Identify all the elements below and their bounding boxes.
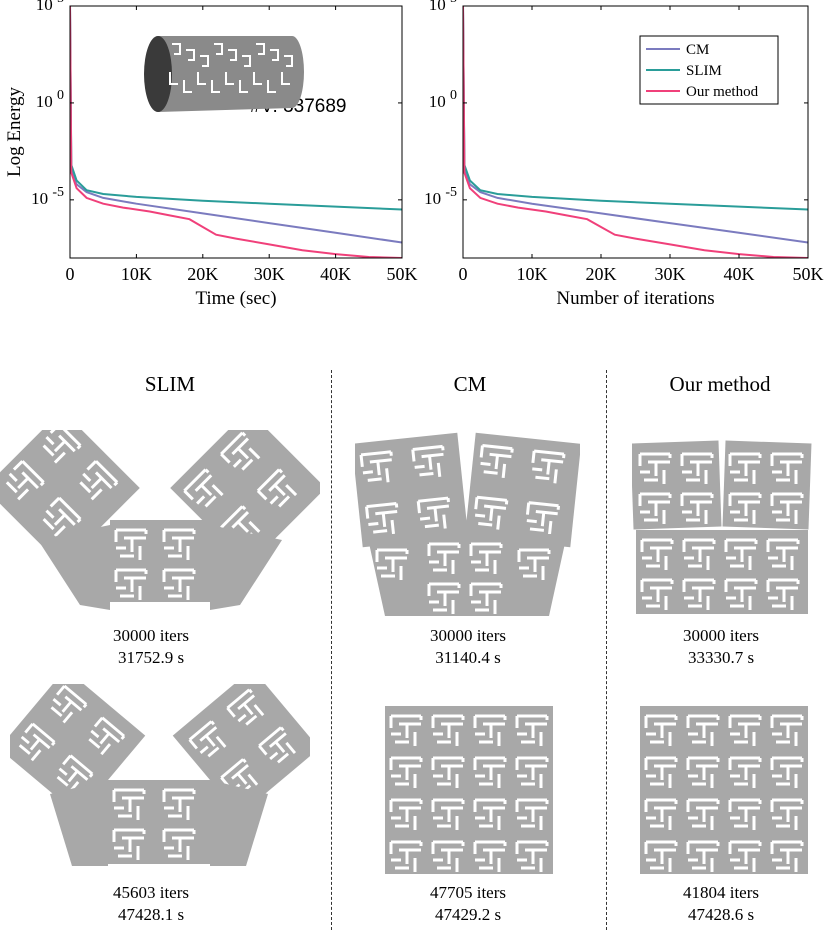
series-line-slim bbox=[70, 6, 402, 211]
caption-our-method-row2: 41804 iters 47428.6 s bbox=[621, 882, 821, 926]
elapsed-time: 47428.1 s bbox=[117, 905, 185, 924]
chart-1: 0 10K 20K 30K 40K 50K 10 5 10 0 10 -5 Time (sec) L… bbox=[4, 0, 418, 309]
mesh-our-method-30000 bbox=[632, 440, 812, 614]
iteration-count: 45603 iters bbox=[112, 883, 190, 902]
column-title-slim: SLIM bbox=[144, 372, 196, 396]
x-tick-label: 40K bbox=[724, 264, 755, 284]
caption-cm-row1: 30000 iters 31140.4 s bbox=[368, 625, 568, 669]
chart-2: 0 10K 20K 30K 40K 50K 10 5 10 0 10 -5 Number of i… bbox=[424, 0, 823, 309]
x-tick-label: 30K bbox=[254, 264, 285, 284]
x-tick-label: 50K bbox=[793, 264, 824, 284]
elapsed-time: 47429.2 s bbox=[434, 905, 502, 924]
y-tick-label: 10 0 bbox=[36, 88, 64, 111]
y-tick-label: 10 0 bbox=[429, 88, 457, 111]
cylinder-cut bbox=[225, 49, 237, 85]
x-tick-label: 20K bbox=[187, 264, 218, 284]
y-tick-label: 10 5 bbox=[429, 0, 457, 14]
elapsed-time: 31752.9 s bbox=[117, 648, 185, 667]
x-axis-label: Number of iterations bbox=[556, 288, 714, 309]
elapsed-time: 47428.6 s bbox=[687, 905, 755, 924]
column-title-our-method: Our method bbox=[669, 372, 771, 396]
y-axis-label: Log Energy bbox=[4, 87, 25, 177]
x-tick-label: 0 bbox=[66, 264, 75, 284]
x-tick-label: 50K bbox=[387, 264, 418, 284]
caption-cm-row2: 47705 iters 47429.2 s bbox=[368, 882, 568, 926]
y-tick-label: 10 5 bbox=[36, 0, 64, 14]
y-tick-label: 10 -5 bbox=[424, 185, 457, 208]
axes-frame bbox=[462, 5, 809, 259]
iteration-count: 30000 iters bbox=[112, 626, 190, 645]
cylinder-mesh-illustration bbox=[144, 36, 304, 112]
legend-entry-cm: CM bbox=[686, 42, 709, 58]
iteration-count: 30000 iters bbox=[429, 626, 507, 645]
cylinder-cut bbox=[267, 49, 279, 93]
mesh-our-method-final bbox=[640, 706, 808, 874]
column-separator bbox=[606, 370, 607, 930]
cylinder-cut bbox=[253, 43, 265, 85]
cylinder-cut bbox=[183, 49, 195, 93]
x-tick-label: 0 bbox=[459, 264, 468, 284]
mesh-slim-30000 bbox=[0, 430, 320, 610]
elapsed-time: 33330.7 s bbox=[687, 648, 755, 667]
x-tick-label: 10K bbox=[517, 264, 548, 284]
mesh-cm-final bbox=[385, 706, 553, 874]
caption-our-method-row1: 30000 iters 33330.7 s bbox=[621, 625, 821, 669]
x-axis-label: Time (sec) bbox=[195, 288, 276, 309]
x-tick-label: 10K bbox=[121, 264, 152, 284]
mesh-slim-final bbox=[10, 684, 310, 866]
x-tick-label: 30K bbox=[655, 264, 686, 284]
caption-slim-row1: 30000 iters 31752.9 s bbox=[51, 625, 251, 669]
series-line-slim bbox=[463, 6, 808, 211]
series-line-our-method bbox=[463, 6, 808, 258]
y-tick-label: 10 -5 bbox=[31, 185, 64, 208]
cylinder-cut bbox=[197, 55, 209, 85]
iteration-count: 41804 iters bbox=[682, 883, 760, 902]
mesh-cm-30000 bbox=[355, 432, 580, 616]
legend-entry-slim: SLIM bbox=[686, 63, 722, 79]
energy-plots: 0 10K 20K 30K 40K 50K 10 5 10 0 10 -5 Time (sec) L… bbox=[4, 0, 824, 309]
iteration-count: 30000 iters bbox=[682, 626, 760, 645]
series-line-our-method bbox=[70, 6, 402, 258]
legend: CM SLIM Our method bbox=[639, 35, 779, 105]
x-tick-label: 40K bbox=[320, 264, 351, 284]
cylinder-cut bbox=[239, 55, 251, 93]
caption-slim-row2: 45603 iters 47428.1 s bbox=[51, 882, 251, 926]
cylinder-cut bbox=[281, 55, 293, 85]
column-separator bbox=[331, 370, 332, 930]
iteration-count: 47705 iters bbox=[429, 883, 507, 902]
cylinder-cut bbox=[169, 43, 181, 85]
axes-frame bbox=[69, 5, 403, 259]
elapsed-time: 31140.4 s bbox=[435, 648, 501, 667]
x-tick-label: 20K bbox=[586, 264, 617, 284]
legend-entry-our-method: Our method bbox=[686, 84, 759, 100]
cylinder-cut bbox=[211, 43, 223, 93]
column-title-cm: CM bbox=[453, 372, 487, 396]
cylinder-end bbox=[144, 36, 172, 112]
